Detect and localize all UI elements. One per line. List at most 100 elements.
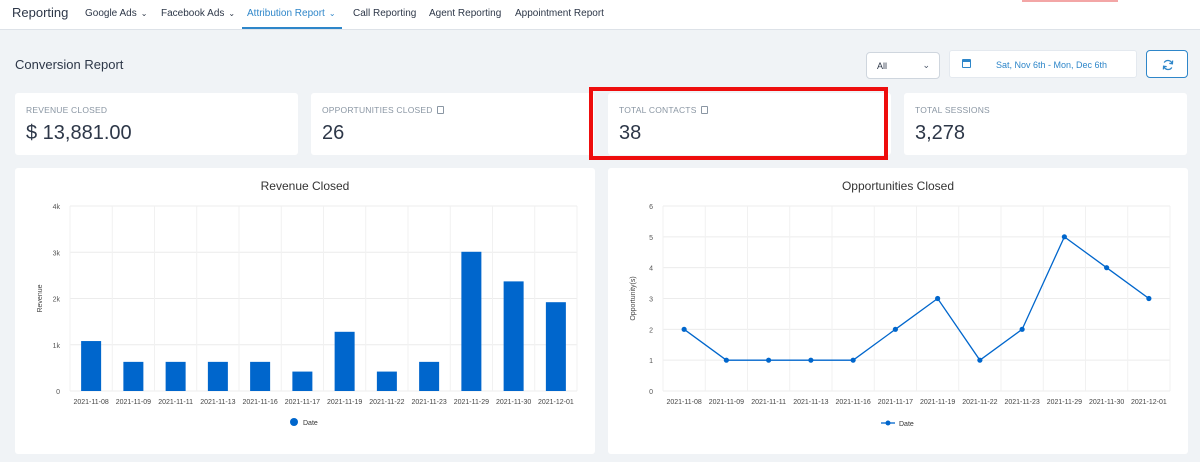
x-tick-label: 2021-11-08: [666, 399, 701, 406]
x-tick-label: 2021-11-29: [1047, 399, 1082, 406]
nav-label: Facebook Ads: [161, 8, 225, 19]
kpi-label-wrap: OPPORTUNITIES CLOSED: [322, 105, 444, 115]
y-tick-label: 0: [56, 389, 60, 396]
x-tick-label: 2021-11-11: [751, 399, 786, 406]
x-tick-label: 2021-11-13: [200, 399, 235, 406]
date-range-picker[interactable]: Sat, Nov 6th - Mon, Dec 6th: [949, 50, 1137, 78]
kpi-label: REVENUE CLOSED: [26, 105, 108, 115]
y-tick-label: 2k: [53, 297, 61, 304]
kpi-card-total-contacts: TOTAL CONTACTS 38: [608, 93, 891, 155]
highlight-box: [589, 87, 888, 160]
bar: [334, 331, 355, 391]
y-tick-label: 1: [649, 358, 653, 365]
x-tick-label: 2021-11-17: [878, 399, 913, 406]
kpi-label: TOTAL CONTACTS: [619, 105, 697, 115]
x-tick-label: 2021-11-23: [411, 399, 446, 406]
kpi-card-total-sessions: TOTAL SESSIONS 3,278: [904, 93, 1187, 155]
x-tick-label: 2021-11-11: [158, 399, 193, 406]
x-tick-label: 2021-11-22: [369, 399, 404, 406]
y-tick-label: 3k: [53, 250, 61, 257]
legend-label: Date: [303, 420, 318, 427]
kpi-label: TOTAL SESSIONS: [915, 105, 990, 115]
data-point: [1146, 295, 1152, 302]
kpi-value: 3,278: [915, 122, 966, 144]
opportunities-closed-chart-panel: Opportunities Closed 0 1 2 3 4 5 6 Opportunity(s…: [608, 168, 1188, 454]
bar: [250, 361, 271, 391]
data-point: [681, 326, 687, 332]
nav-label: Google Ads: [85, 8, 137, 19]
document-icon[interactable]: [436, 106, 444, 114]
y-tick-label: 1k: [53, 343, 61, 350]
nav-google-ads[interactable]: Google Ads ⌄: [85, 8, 147, 19]
x-tick-label: 2021-11-19: [920, 399, 955, 406]
y-tick-label: 4k: [53, 204, 61, 211]
y-axis-label: Opportunity(s): [630, 276, 637, 320]
x-tick-label: 2021-11-09: [709, 399, 744, 406]
refresh-icon: [1162, 59, 1174, 71]
bar: [545, 302, 566, 391]
data-point: [1061, 234, 1067, 240]
chevron-down-icon: ⌄: [922, 60, 930, 70]
x-tick-label: 2021-11-09: [116, 399, 151, 406]
chart-title: Opportunities Closed: [842, 179, 954, 193]
legend-marker: [290, 418, 298, 426]
data-point: [850, 357, 856, 363]
bar: [81, 341, 102, 391]
nav-facebook-ads[interactable]: Facebook Ads ⌄: [161, 8, 235, 19]
data-point: [808, 357, 814, 363]
legend-label: Date: [899, 421, 914, 428]
nav-label: Agent Reporting: [429, 8, 502, 19]
refresh-button[interactable]: [1146, 50, 1188, 78]
kpi-card-revenue-closed: REVENUE CLOSED $ 13,881.00: [15, 93, 298, 155]
bar: [292, 371, 313, 391]
data-point: [977, 357, 983, 363]
x-tick-label: 2021-11-23: [1004, 399, 1039, 406]
data-point: [766, 357, 772, 363]
filter-select[interactable]: All ⌄: [866, 52, 940, 79]
x-tick-label: 2021-11-19: [327, 399, 362, 406]
kpi-label-wrap: TOTAL CONTACTS: [619, 105, 708, 115]
kpi-label: OPPORTUNITIES CLOSED: [322, 105, 433, 115]
data-point: [1104, 265, 1110, 271]
chevron-down-icon: ⌄: [140, 9, 148, 18]
top-accent-bar: [1022, 0, 1118, 2]
chevron-down-icon: ⌄: [228, 9, 236, 18]
top-nav: Reporting Google Ads ⌄ Facebook Ads ⌄ Attr…: [0, 0, 1200, 30]
revenue-closed-chart: Revenue Closed 0 1k 2k 3k 4k Revenue 2021-11-08…: [37, 179, 578, 427]
nav-appointment-report[interactable]: Appointment Report: [515, 8, 604, 19]
kpi-value: $ 13,881.00: [26, 122, 132, 144]
data-point: [935, 295, 941, 302]
nav-call-reporting[interactable]: Call Reporting: [353, 8, 416, 19]
x-tick-label: 2021-11-22: [962, 399, 997, 406]
nav-attribution-report[interactable]: Attribution Report ⌄: [247, 8, 336, 19]
bar: [123, 361, 144, 391]
y-tick-label: 2: [649, 327, 653, 334]
bar: [376, 371, 397, 391]
x-tick-label: 2021-11-16: [835, 399, 870, 406]
bar: [165, 361, 186, 391]
legend-marker: [885, 420, 891, 426]
y-tick-label: 3: [649, 297, 653, 304]
data-point: [723, 357, 729, 363]
bar: [207, 361, 228, 391]
active-tab-indicator: [242, 27, 342, 29]
bar: [419, 361, 440, 391]
bar: [503, 281, 524, 391]
x-tick-label: 2021-11-30: [496, 399, 531, 406]
x-tick-label: 2021-11-29: [454, 399, 489, 406]
document-icon[interactable]: [700, 106, 708, 114]
series-line: [683, 235, 1150, 362]
y-tick-label: 4: [649, 266, 653, 273]
x-tick-label: 2021-11-16: [242, 399, 277, 406]
bar: [461, 251, 482, 391]
y-tick-label: 6: [649, 204, 653, 211]
y-tick-label: 5: [649, 235, 653, 242]
kpi-value: 38: [619, 122, 642, 144]
data-point: [1019, 326, 1025, 332]
filter-select-value: All: [877, 61, 888, 71]
nav-agent-reporting[interactable]: Agent Reporting: [429, 8, 501, 19]
kpi-card-opportunities-closed: OPPORTUNITIES CLOSED 26: [311, 93, 594, 155]
date-range-text: Sat, Nov 6th - Mon, Dec 6th: [996, 60, 1108, 70]
chevron-down-icon: ⌄: [328, 9, 336, 18]
calendar-icon: [962, 59, 971, 68]
